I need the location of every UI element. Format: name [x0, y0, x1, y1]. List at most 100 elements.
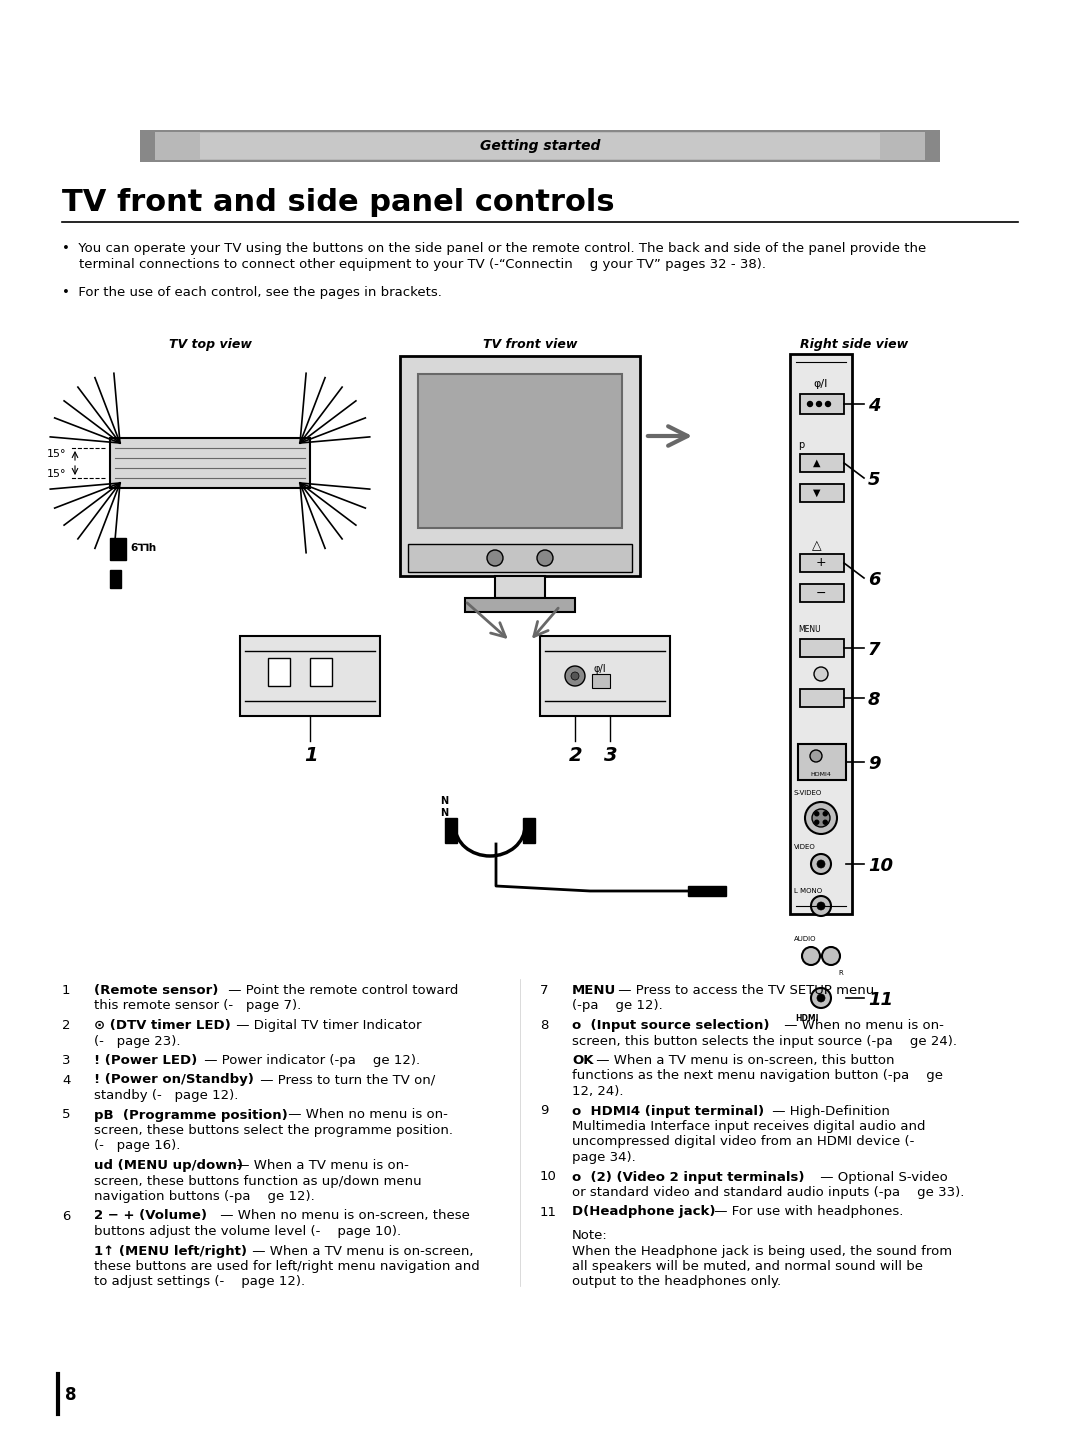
Text: (-pa    ge 12).: (-pa ge 12).	[572, 999, 663, 1012]
Circle shape	[811, 989, 831, 1008]
Text: — Point the remote control toward: — Point the remote control toward	[224, 984, 458, 997]
Text: — Press to access the TV SETUP menu: — Press to access the TV SETUP menu	[615, 984, 874, 997]
Text: — When no menu is on-screen, these: — When no menu is on-screen, these	[216, 1210, 470, 1223]
Text: navigation buttons (-pa    ge 12).: navigation buttons (-pa ge 12).	[94, 1189, 314, 1202]
Text: AUDIO: AUDIO	[794, 936, 816, 942]
Text: — When a TV menu is on-: — When a TV menu is on-	[232, 1159, 409, 1172]
Text: φ/I: φ/I	[814, 379, 828, 390]
Text: 3: 3	[604, 746, 618, 765]
Text: 11: 11	[868, 992, 893, 1009]
Text: 12, 24).: 12, 24).	[572, 1085, 623, 1098]
Bar	[310, 659, 332, 686]
Text: R: R	[838, 970, 842, 976]
Text: 2 − + (Volume): 2 − + (Volume)	[94, 1210, 207, 1223]
Text: 2: 2	[62, 1019, 70, 1032]
Bar	[800, 454, 843, 473]
Text: N: N	[440, 808, 448, 819]
Circle shape	[487, 550, 503, 566]
Text: standby (-   page 12).: standby (- page 12).	[94, 1089, 239, 1102]
Bar	[110, 538, 126, 560]
Text: TV top view: TV top view	[168, 337, 252, 350]
Text: 9: 9	[540, 1105, 549, 1118]
Text: S-VIDEO: S-VIDEO	[794, 790, 822, 795]
Text: 15°: 15°	[48, 449, 67, 459]
Text: — When no menu is on-: — When no menu is on-	[284, 1108, 448, 1121]
Text: p: p	[798, 441, 805, 449]
Text: OK: OK	[572, 1054, 594, 1067]
Circle shape	[808, 401, 812, 407]
Text: VIDEO: VIDEO	[794, 843, 815, 851]
Text: •  For the use of each control, see the pages in brackets.: • For the use of each control, see the p…	[62, 286, 442, 300]
Bar	[798, 744, 846, 779]
Text: or standard video and standard audio inputs (-pa    ge 33).: or standard video and standard audio inp…	[572, 1186, 964, 1200]
Bar	[540, 635, 670, 715]
Bar	[408, 544, 632, 571]
Text: HDMI: HDMI	[795, 1013, 819, 1024]
Text: — When a TV menu is on-screen,: — When a TV menu is on-screen,	[248, 1245, 473, 1258]
Bar	[800, 484, 843, 502]
Circle shape	[816, 901, 825, 910]
Bar	[800, 689, 843, 707]
Text: output to the headphones only.: output to the headphones only.	[572, 1275, 781, 1288]
Bar	[495, 576, 545, 598]
Text: HDMI4: HDMI4	[811, 772, 832, 776]
Text: terminal connections to connect other equipment to your TV (-“Connectin    g you: terminal connections to connect other eq…	[62, 257, 766, 270]
Text: •  You can operate your TV using the buttons on the side panel or the remote con: • You can operate your TV using the butt…	[62, 241, 927, 254]
Text: screen, these buttons function as up/down menu: screen, these buttons function as up/dow…	[94, 1175, 421, 1188]
Text: 11: 11	[540, 1205, 557, 1218]
Text: (Remote sensor): (Remote sensor)	[94, 984, 218, 997]
Bar	[110, 438, 310, 489]
Circle shape	[811, 853, 831, 874]
Circle shape	[565, 666, 585, 686]
Circle shape	[823, 811, 827, 816]
Text: — When no menu is on-: — When no menu is on-	[780, 1019, 944, 1032]
Circle shape	[822, 947, 840, 965]
Text: (-   page 23).: (- page 23).	[94, 1034, 180, 1047]
Circle shape	[812, 808, 831, 827]
Text: N: N	[440, 795, 448, 806]
Text: buttons adjust the volume level (-    page 10).: buttons adjust the volume level (- page …	[94, 1226, 401, 1237]
Text: TV front and side panel controls: TV front and side panel controls	[62, 188, 615, 217]
Text: — Digital TV timer Indicator: — Digital TV timer Indicator	[232, 1019, 421, 1032]
Bar	[592, 675, 610, 688]
Text: 10: 10	[868, 856, 893, 875]
Text: 6: 6	[868, 571, 880, 589]
Text: −: −	[815, 586, 826, 599]
Bar	[688, 885, 726, 896]
Circle shape	[823, 820, 827, 824]
Text: MENU: MENU	[798, 625, 821, 634]
Text: — Power indicator (-pa    ge 12).: — Power indicator (-pa ge 12).	[200, 1054, 420, 1067]
Text: o  HDMI4 (input terminal): o HDMI4 (input terminal)	[572, 1105, 765, 1118]
Bar	[465, 598, 575, 612]
Text: ! (Power on/Standby): ! (Power on/Standby)	[94, 1073, 254, 1086]
Text: Note:: Note:	[572, 1229, 608, 1242]
Text: these buttons are used for left/right menu navigation and: these buttons are used for left/right me…	[94, 1261, 480, 1274]
Text: uncompressed digital video from an HDMI device (-: uncompressed digital video from an HDMI …	[572, 1136, 915, 1149]
Bar	[418, 374, 622, 528]
Text: page 34).: page 34).	[572, 1152, 636, 1165]
Bar	[240, 635, 380, 715]
Circle shape	[816, 401, 822, 407]
Text: 8: 8	[65, 1386, 77, 1405]
Text: 5: 5	[62, 1108, 70, 1121]
Text: φ/I: φ/I	[594, 664, 606, 675]
Text: 8: 8	[540, 1019, 549, 1032]
Text: △: △	[812, 539, 822, 553]
Bar	[400, 356, 640, 576]
Text: When the Headphone jack is being used, the sound from: When the Headphone jack is being used, t…	[572, 1245, 953, 1258]
Text: 2: 2	[569, 746, 582, 765]
Text: 1: 1	[303, 746, 318, 765]
Circle shape	[811, 896, 831, 916]
Text: 3: 3	[62, 1054, 70, 1067]
Bar	[140, 129, 940, 161]
Text: 10: 10	[540, 1170, 557, 1184]
Text: screen, these buttons select the programme position.: screen, these buttons select the program…	[94, 1124, 453, 1137]
Text: — High-Definition: — High-Definition	[768, 1105, 890, 1118]
Text: o  (Input source selection): o (Input source selection)	[572, 1019, 769, 1032]
Circle shape	[825, 401, 831, 407]
Text: ud (MENU up/down): ud (MENU up/down)	[94, 1159, 243, 1172]
Bar	[800, 585, 843, 602]
Text: — Press to turn the TV on/: — Press to turn the TV on/	[256, 1073, 435, 1086]
Text: D(Headphone jack): D(Headphone jack)	[572, 1205, 715, 1218]
Text: Right side view: Right side view	[800, 337, 908, 350]
